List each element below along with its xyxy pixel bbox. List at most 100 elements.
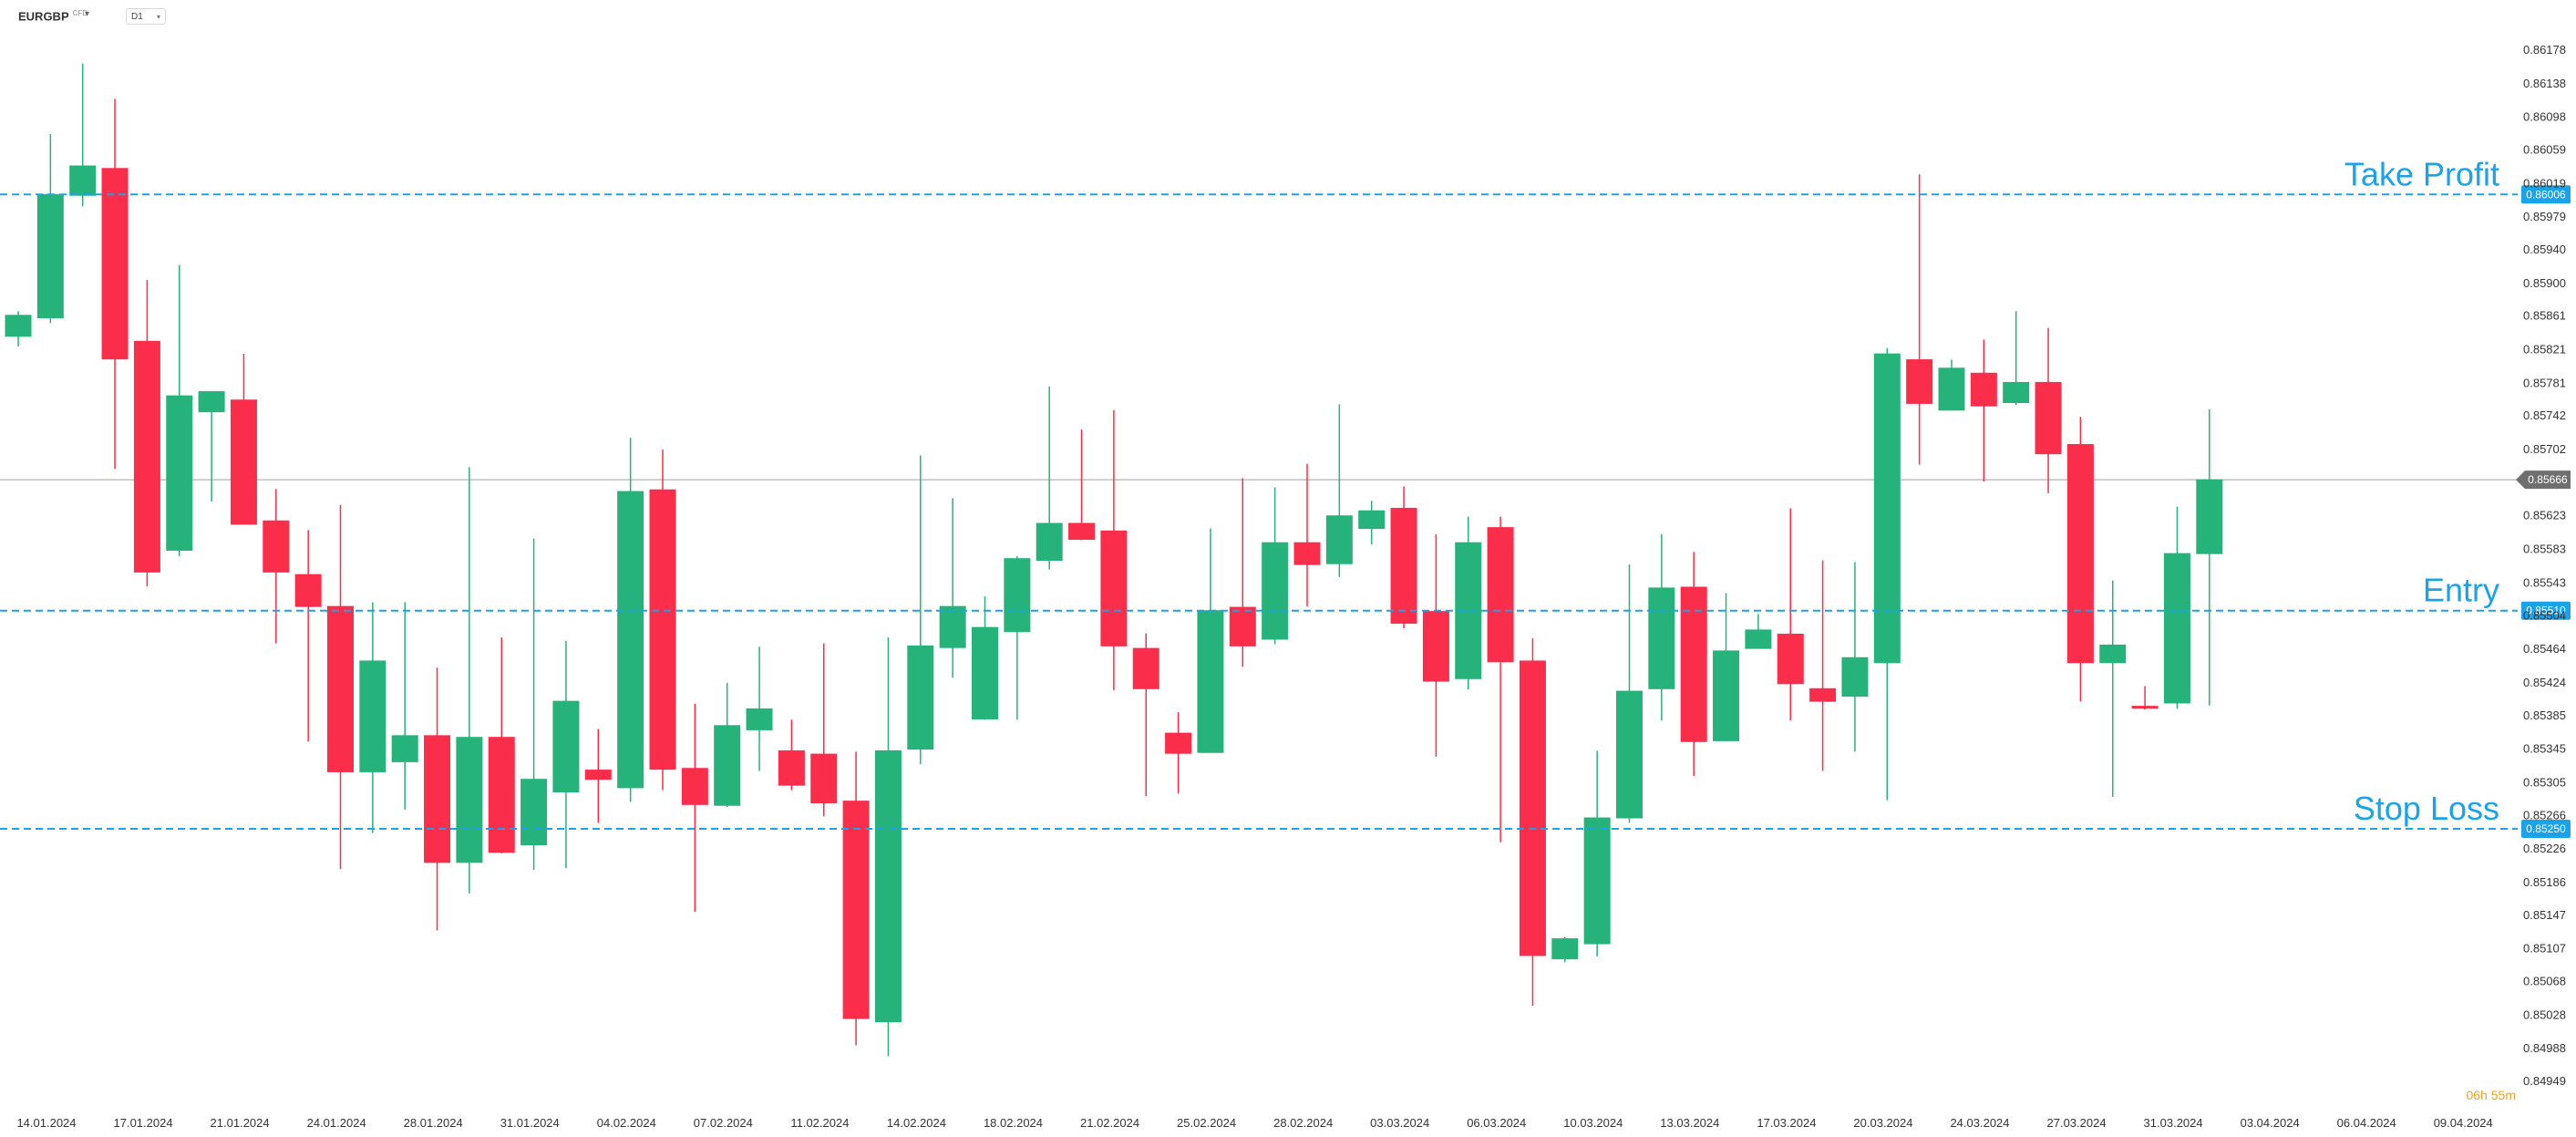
- y-tick-label: 0.86098: [2523, 110, 2566, 124]
- x-tick-label: 17.01.2024: [114, 1116, 173, 1130]
- candle-body: [1777, 634, 1804, 685]
- x-tick-label: 03.04.2024: [2241, 1116, 2300, 1130]
- candle-body: [746, 708, 773, 730]
- x-tick-label: 21.01.2024: [211, 1116, 270, 1130]
- candle: [2099, 580, 2127, 798]
- candle: [1583, 750, 1611, 956]
- y-tick-label: 0.85781: [2523, 376, 2566, 389]
- y-tick-label: 0.85226: [2523, 842, 2566, 855]
- candle-body: [5, 315, 32, 337]
- x-tick-label: 17.03.2024: [1757, 1116, 1816, 1130]
- y-tick-label: 0.85742: [2523, 408, 2566, 422]
- x-tick-label: 28.01.2024: [404, 1116, 463, 1130]
- candle-body: [1422, 611, 1449, 682]
- candle: [1551, 936, 1579, 963]
- timeframe-select[interactable]: D1 ▾: [126, 8, 166, 25]
- take-profit-label: Take Profit: [2344, 155, 2499, 192]
- entry-price-value: 0.85510: [2526, 605, 2566, 617]
- candle-body: [842, 801, 870, 1019]
- y-tick-label: 0.85305: [2523, 775, 2566, 789]
- candle-body: [327, 605, 354, 772]
- candle-body: [907, 645, 934, 750]
- candle-body: [520, 779, 548, 845]
- x-tick-label: 31.01.2024: [500, 1116, 560, 1130]
- x-tick-label: 14.02.2024: [887, 1116, 946, 1130]
- candle: [552, 640, 580, 869]
- candle-body: [1583, 817, 1611, 945]
- candle-body: [1713, 650, 1740, 741]
- candle: [939, 498, 966, 678]
- candle-body: [294, 574, 322, 607]
- candle: [1293, 463, 1321, 607]
- candle-body: [166, 395, 193, 551]
- entry-level: Entry 0.85510: [0, 572, 2571, 620]
- x-tick-label: 10.03.2024: [1563, 1116, 1623, 1130]
- candle-body: [1648, 587, 1675, 689]
- candle-body: [2035, 381, 2062, 455]
- candle: [778, 719, 805, 791]
- symbol-label[interactable]: EURGBP CFD: [18, 9, 88, 23]
- candle: [584, 729, 612, 823]
- candle-body: [2131, 706, 2159, 709]
- y-tick-label: 0.85702: [2523, 442, 2566, 456]
- candle-body: [1036, 522, 1063, 562]
- candle: [1745, 614, 1772, 649]
- candles-layer: [5, 63, 2223, 1057]
- candle: [1325, 404, 1353, 577]
- entry-label: Entry: [2423, 572, 2499, 609]
- y-tick-label: 0.85345: [2523, 742, 2566, 756]
- candle: [1809, 560, 1837, 771]
- chevron-down-icon: ▾: [156, 13, 160, 21]
- candle-body: [1100, 530, 1128, 646]
- time-axis[interactable]: 14.01.2024 17.01.2024 21.01.2024 24.01.2024…: [16, 1116, 2492, 1130]
- candle: [1938, 359, 1965, 411]
- stop-loss-price-value: 0.85250: [2526, 822, 2566, 835]
- candle-body: [1004, 558, 1031, 633]
- candle: [2163, 506, 2190, 709]
- candle-body: [681, 768, 708, 805]
- candle-body: [1229, 606, 1256, 646]
- candle-body: [2066, 444, 2094, 664]
- candle: [101, 98, 129, 470]
- y-tick-label: 0.85266: [2523, 808, 2566, 822]
- candle: [649, 450, 676, 791]
- x-tick-label: 07.02.2024: [694, 1116, 753, 1130]
- x-tick-label: 24.01.2024: [307, 1116, 366, 1130]
- x-tick-label: 28.02.2024: [1273, 1116, 1333, 1130]
- candle: [2035, 327, 2062, 493]
- candle-body: [1293, 542, 1321, 565]
- candle: [1873, 347, 1901, 801]
- candle: [166, 264, 193, 556]
- candle: [1036, 387, 1063, 570]
- candle: [1519, 638, 1546, 1007]
- candle-body: [263, 520, 290, 573]
- levels-layer: Take Profit 0.86006 Entry 0.85510 Stop Loss 0…: [0, 155, 2571, 839]
- y-tick-label: 0.85900: [2523, 276, 2566, 290]
- price-axis[interactable]: 0.86178 0.86138 0.86098 0.86059 0.86019 0.859…: [2516, 43, 2571, 1088]
- y-tick-label: 0.84949: [2523, 1074, 2566, 1088]
- candle: [520, 538, 548, 871]
- candle-body: [36, 193, 64, 319]
- candle: [69, 63, 97, 207]
- symbol-dropdown-icon[interactable]: ▾: [85, 9, 90, 19]
- candle-body: [1197, 610, 1224, 753]
- candle: [5, 311, 32, 346]
- y-tick-label: 0.85147: [2523, 908, 2566, 922]
- candle-body: [1745, 629, 1772, 649]
- candle-body: [1938, 367, 1965, 411]
- x-tick-label: 03.03.2024: [1370, 1116, 1429, 1130]
- y-tick-label: 0.85028: [2523, 1008, 2566, 1021]
- candle: [230, 354, 257, 525]
- candle: [842, 751, 870, 1046]
- x-tick-label: 14.01.2024: [16, 1116, 76, 1130]
- y-tick-label: 0.86019: [2523, 176, 2566, 190]
- candle: [488, 637, 515, 853]
- candle-body: [1068, 522, 1096, 541]
- candle: [1132, 633, 1159, 797]
- candle-body: [2099, 644, 2127, 664]
- candle-body: [552, 700, 580, 793]
- stop-loss-price-tag: [2521, 820, 2571, 839]
- candle: [907, 455, 934, 765]
- candle-body: [1970, 372, 1997, 407]
